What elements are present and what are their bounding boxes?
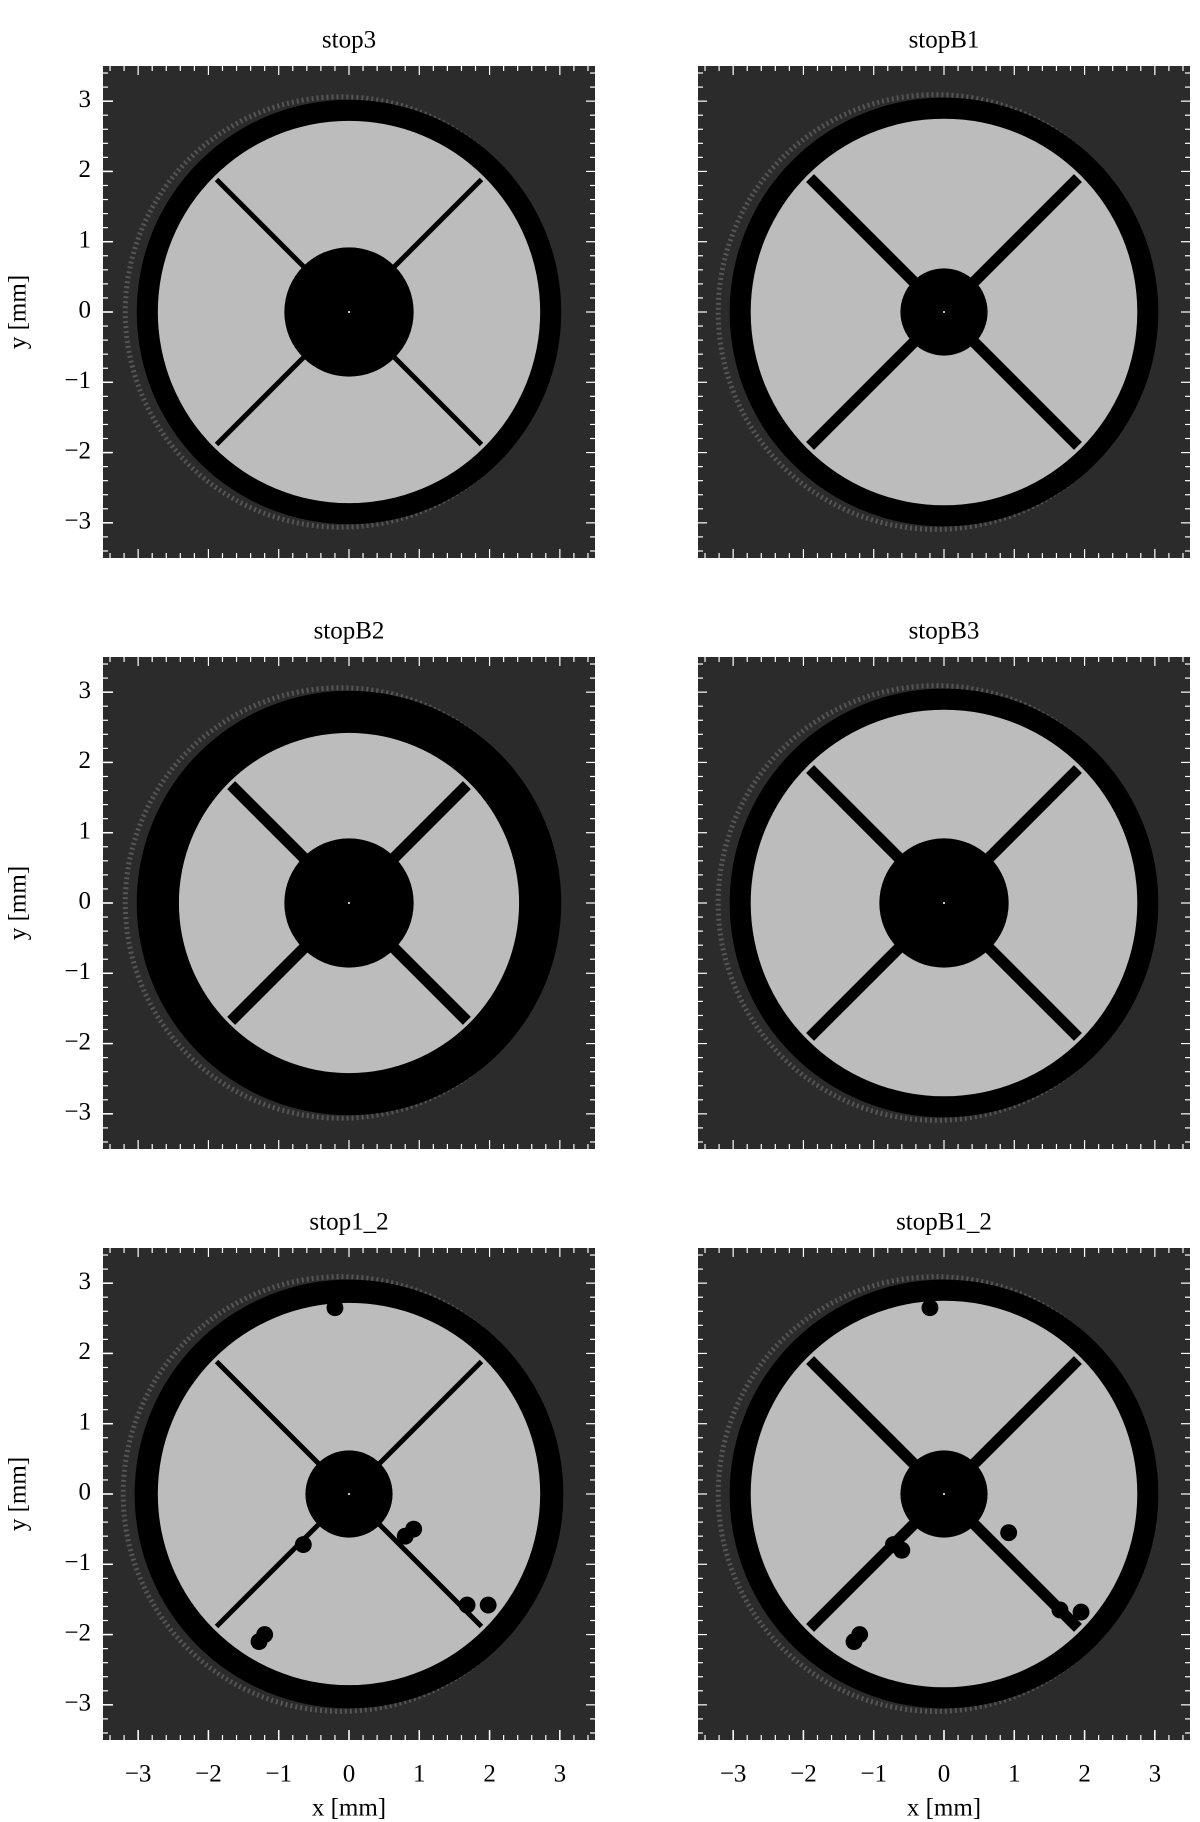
y-tick-label: −1 [64, 367, 91, 394]
pad [405, 1520, 423, 1538]
center-dot [348, 902, 350, 904]
pad [1051, 1601, 1069, 1619]
pupil-image [103, 1248, 595, 1740]
pupil-image [698, 66, 1190, 558]
pad [458, 1596, 476, 1614]
panel-title: stopB3 [909, 618, 980, 645]
center-dot [348, 1493, 350, 1495]
y-tick-label: −3 [64, 1690, 91, 1717]
panel-title: stopB1 [909, 27, 980, 54]
x-tick-label: −3 [720, 1761, 747, 1788]
x-axis-label: x [mm] [312, 1795, 386, 1822]
panel-title: stop1_2 [309, 1209, 388, 1236]
x-tick-label: −1 [860, 1761, 887, 1788]
y-tick-label: 1 [79, 1408, 92, 1435]
y-tick-label: 0 [79, 888, 92, 915]
y-tick-label: −1 [64, 958, 91, 985]
pad [851, 1626, 869, 1644]
x-tick-label: 3 [1149, 1761, 1162, 1788]
y-tick-label: 3 [79, 1268, 92, 1295]
x-tick-label: 0 [938, 1761, 951, 1788]
x-tick-label: 3 [554, 1761, 567, 1788]
y-tick-label: 2 [79, 747, 92, 774]
y-tick-label: −3 [64, 1099, 91, 1126]
pupil-image [103, 657, 595, 1149]
pad [294, 1536, 312, 1554]
y-tick-label: 3 [79, 677, 92, 704]
panel-title: stopB1_2 [896, 1209, 992, 1236]
panel-title: stopB2 [314, 618, 385, 645]
x-tick-label: −3 [125, 1761, 152, 1788]
y-tick-label: −2 [64, 1619, 91, 1646]
y-tick-label: 0 [79, 1479, 92, 1506]
y-tick-label: 1 [79, 226, 92, 253]
pad [479, 1596, 497, 1614]
panel: stopB1_2 −3 −2 −1 0 1 2 3 x [mm] [698, 1209, 1190, 1822]
panel: stop3 −3 −2 −1 0 1 2 3 y [mm] [5, 27, 595, 558]
center-dot [943, 311, 945, 313]
pad [893, 1541, 911, 1559]
y-tick-label: 2 [79, 156, 92, 183]
y-tick-label: 3 [79, 86, 92, 113]
x-tick-label: 1 [413, 1761, 426, 1788]
center-dot [943, 902, 945, 904]
pupil-image [698, 1248, 1190, 1740]
pupil-image [103, 66, 595, 558]
pad [1072, 1603, 1090, 1621]
y-tick-label: −2 [64, 1028, 91, 1055]
pad [1000, 1524, 1018, 1542]
center-dot [348, 311, 350, 313]
x-tick-label: −1 [265, 1761, 292, 1788]
panel: stopB2 −3 −2 −1 0 1 2 3 y [mm] [5, 618, 595, 1149]
y-tick-label: −3 [64, 508, 91, 535]
x-axis-label: x [mm] [907, 1795, 981, 1822]
y-axis-label: y [mm] [5, 1457, 32, 1531]
y-tick-label: 2 [79, 1338, 92, 1365]
y-tick-label: 0 [79, 297, 92, 324]
pad [256, 1626, 274, 1644]
panel: stopB3 [698, 618, 1190, 1149]
pad [921, 1299, 939, 1317]
y-tick-label: −2 [64, 437, 91, 464]
center-dot [943, 1493, 945, 1495]
panel: stop1_2 −3 −2 −1 0 1 2 3 −3 −2 −1 0 1 2 3 y [mm] x [mm] [5, 1209, 595, 1822]
pupil-image [698, 657, 1190, 1149]
y-tick-label: 1 [79, 817, 92, 844]
x-tick-label: 0 [343, 1761, 356, 1788]
x-tick-label: −2 [790, 1761, 817, 1788]
y-tick-label: −1 [64, 1549, 91, 1576]
panel-title: stop3 [322, 27, 376, 54]
x-tick-label: 1 [1008, 1761, 1021, 1788]
x-tick-label: 2 [1078, 1761, 1091, 1788]
pad [326, 1299, 344, 1317]
x-tick-label: 2 [483, 1761, 496, 1788]
y-axis-label: y [mm] [5, 275, 32, 349]
panel: stopB1 [698, 27, 1190, 558]
x-tick-label: −2 [195, 1761, 222, 1788]
y-axis-label: y [mm] [5, 866, 32, 940]
